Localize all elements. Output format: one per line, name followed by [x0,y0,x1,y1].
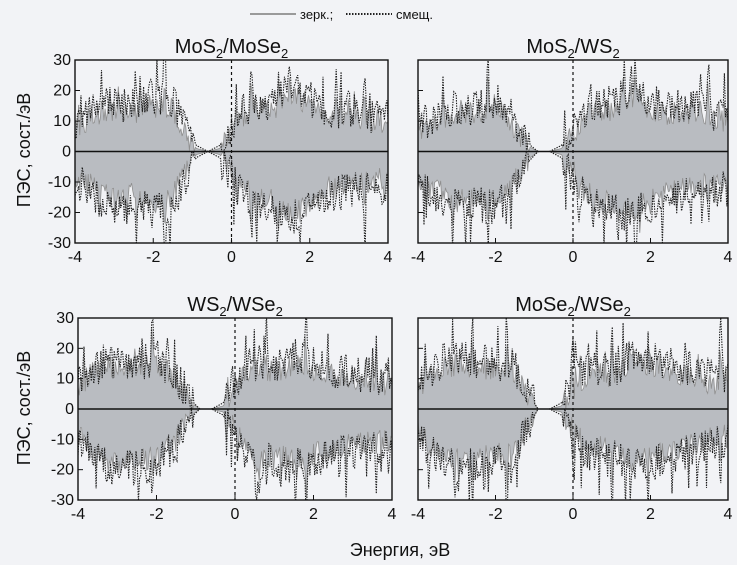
shifted-dos-upper-line [78,318,392,410]
y-tick-label: 30 [56,310,74,327]
x-tick-label: -4 [411,249,425,266]
y-tick-label: 0 [62,144,71,161]
x-tick-label: -4 [71,506,85,523]
panel-title: MoSe2/WSe2 [515,294,631,319]
x-tick-label: 4 [388,506,397,523]
panel-title: MoS2/WS2 [526,36,619,61]
title-subscript: 2 [219,304,226,319]
title-subscript: 2 [567,46,574,61]
title-part: /WS [575,36,613,58]
y-tick-label: 10 [56,371,74,388]
shifted-dos-lower-line [78,408,392,500]
x-tick-label: -2 [146,249,160,266]
legend-shifted-label: смещ. [396,7,433,22]
x-tick-label: -2 [488,506,502,523]
x-tick-label: 2 [305,249,314,266]
x-tick-label: 0 [227,249,236,266]
legend: зерк.; смещ. [250,7,433,22]
panel-title: WS2/WSe2 [187,294,283,319]
y-tick-label: 0 [65,401,74,418]
title-subscript: 2 [567,304,574,319]
y-tick-label: -30 [48,235,71,252]
shifted-dos-lower-line [418,150,728,243]
y-tick-label: -20 [48,205,71,222]
title-subscript: 2 [281,46,288,61]
x-tick-label: -4 [411,506,425,523]
title-part: MoS [175,36,216,58]
title-part: MoSe [515,294,567,316]
title-subscript: 2 [216,46,223,61]
x-tick-label: 0 [231,506,240,523]
title-part: /WSe [575,294,624,316]
plot-area [418,60,728,243]
legend-mirror-label: зерк.; [300,7,333,22]
x-axis-label: Энергия, эВ [350,540,450,560]
plot-area [78,318,392,500]
y-tick-label: 10 [53,113,71,130]
plot-area [75,60,388,243]
x-tick-label: -4 [68,249,82,266]
title-part: /MoSe [223,36,281,58]
plot-area [418,318,728,500]
y-tick-label: 30 [53,52,71,69]
x-tick-label: 4 [724,506,733,523]
mirror-dos-upper-area [78,328,392,410]
x-tick-label: 0 [569,249,578,266]
title-part: MoS [526,36,567,58]
title-subscript: 2 [624,304,631,319]
y-tick-label: 20 [56,340,74,357]
mirror-dos-lower-area [418,408,728,491]
title-part: WS [187,294,219,316]
x-tick-label: 0 [569,506,578,523]
x-tick-label: -2 [488,249,502,266]
x-tick-label: 4 [724,249,733,266]
title-subscript: 2 [612,46,619,61]
y-tick-label: -10 [48,174,71,191]
x-tick-label: 4 [384,249,393,266]
title-subscript: 2 [276,304,283,319]
y-tick-label: 20 [53,83,71,100]
x-tick-label: 2 [646,506,655,523]
shifted-dos-upper-line [418,60,728,153]
y-axis-label-bottom: ПЭС, сост./эВ [14,351,34,466]
y-tick-label: -30 [51,492,74,509]
y-tick-label: -20 [51,462,74,479]
x-tick-label: 2 [646,249,655,266]
shifted-dos-lower-line [418,408,728,500]
x-tick-label: 2 [309,506,318,523]
y-tick-label: -10 [51,431,74,448]
x-tick-label: -2 [149,506,163,523]
panel-title: MoS2/MoSe2 [175,36,288,61]
y-axis-label-top: ПЭС, сост./эВ [14,93,34,208]
title-part: /WSe [227,294,276,316]
